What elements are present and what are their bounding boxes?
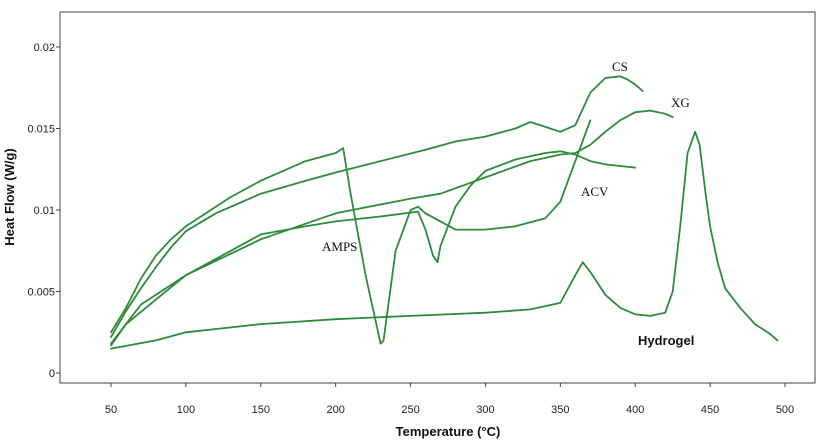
x-tick-label: 100 [177, 404, 195, 416]
series-line-amps [110, 119, 592, 345]
series-label-hydrogel: Hydrogel [638, 333, 694, 348]
x-axis-title: Temperature (°C) [396, 424, 501, 439]
series-line-xg [110, 109, 674, 345]
y-tick-label: 0.01 [34, 205, 55, 217]
series-line-hydrogel [110, 130, 779, 350]
x-tick-label: 250 [401, 404, 419, 416]
x-tick-label: 400 [626, 404, 644, 416]
series-line-cs [110, 75, 644, 338]
y-tick-label: 0 [49, 368, 55, 380]
plot-frame [59, 11, 816, 384]
x-tick-label: 300 [476, 404, 494, 416]
axes-layer: 50 100 150 200 250 300 350 400 450 500 0 0.005 0.01 0… [27, 11, 816, 416]
x-tick-label: 350 [551, 404, 569, 416]
x-tick-label: 450 [701, 404, 719, 416]
series-label-xg: XG [671, 95, 690, 110]
y-tick-label: 0.015 [27, 124, 55, 136]
x-tick-label: 200 [326, 404, 344, 416]
x-tick-label: 50 [105, 404, 117, 416]
y-axis-title: Heat Flow (W/g) [2, 148, 17, 246]
series-label-acv: ACV [581, 184, 609, 199]
y-tick-label: 0.005 [27, 287, 55, 299]
y-tick-label: 0.02 [34, 42, 55, 54]
series-layer [110, 75, 779, 350]
x-tick-label: 150 [252, 404, 270, 416]
series-label-cs: CS [612, 59, 628, 74]
series-label-amps: AMPS [322, 239, 357, 254]
series-line-acv [110, 150, 637, 347]
x-tick-label: 500 [776, 404, 794, 416]
series-labels-layer: CS XG ACV AMPS Hydrogel [322, 59, 694, 348]
